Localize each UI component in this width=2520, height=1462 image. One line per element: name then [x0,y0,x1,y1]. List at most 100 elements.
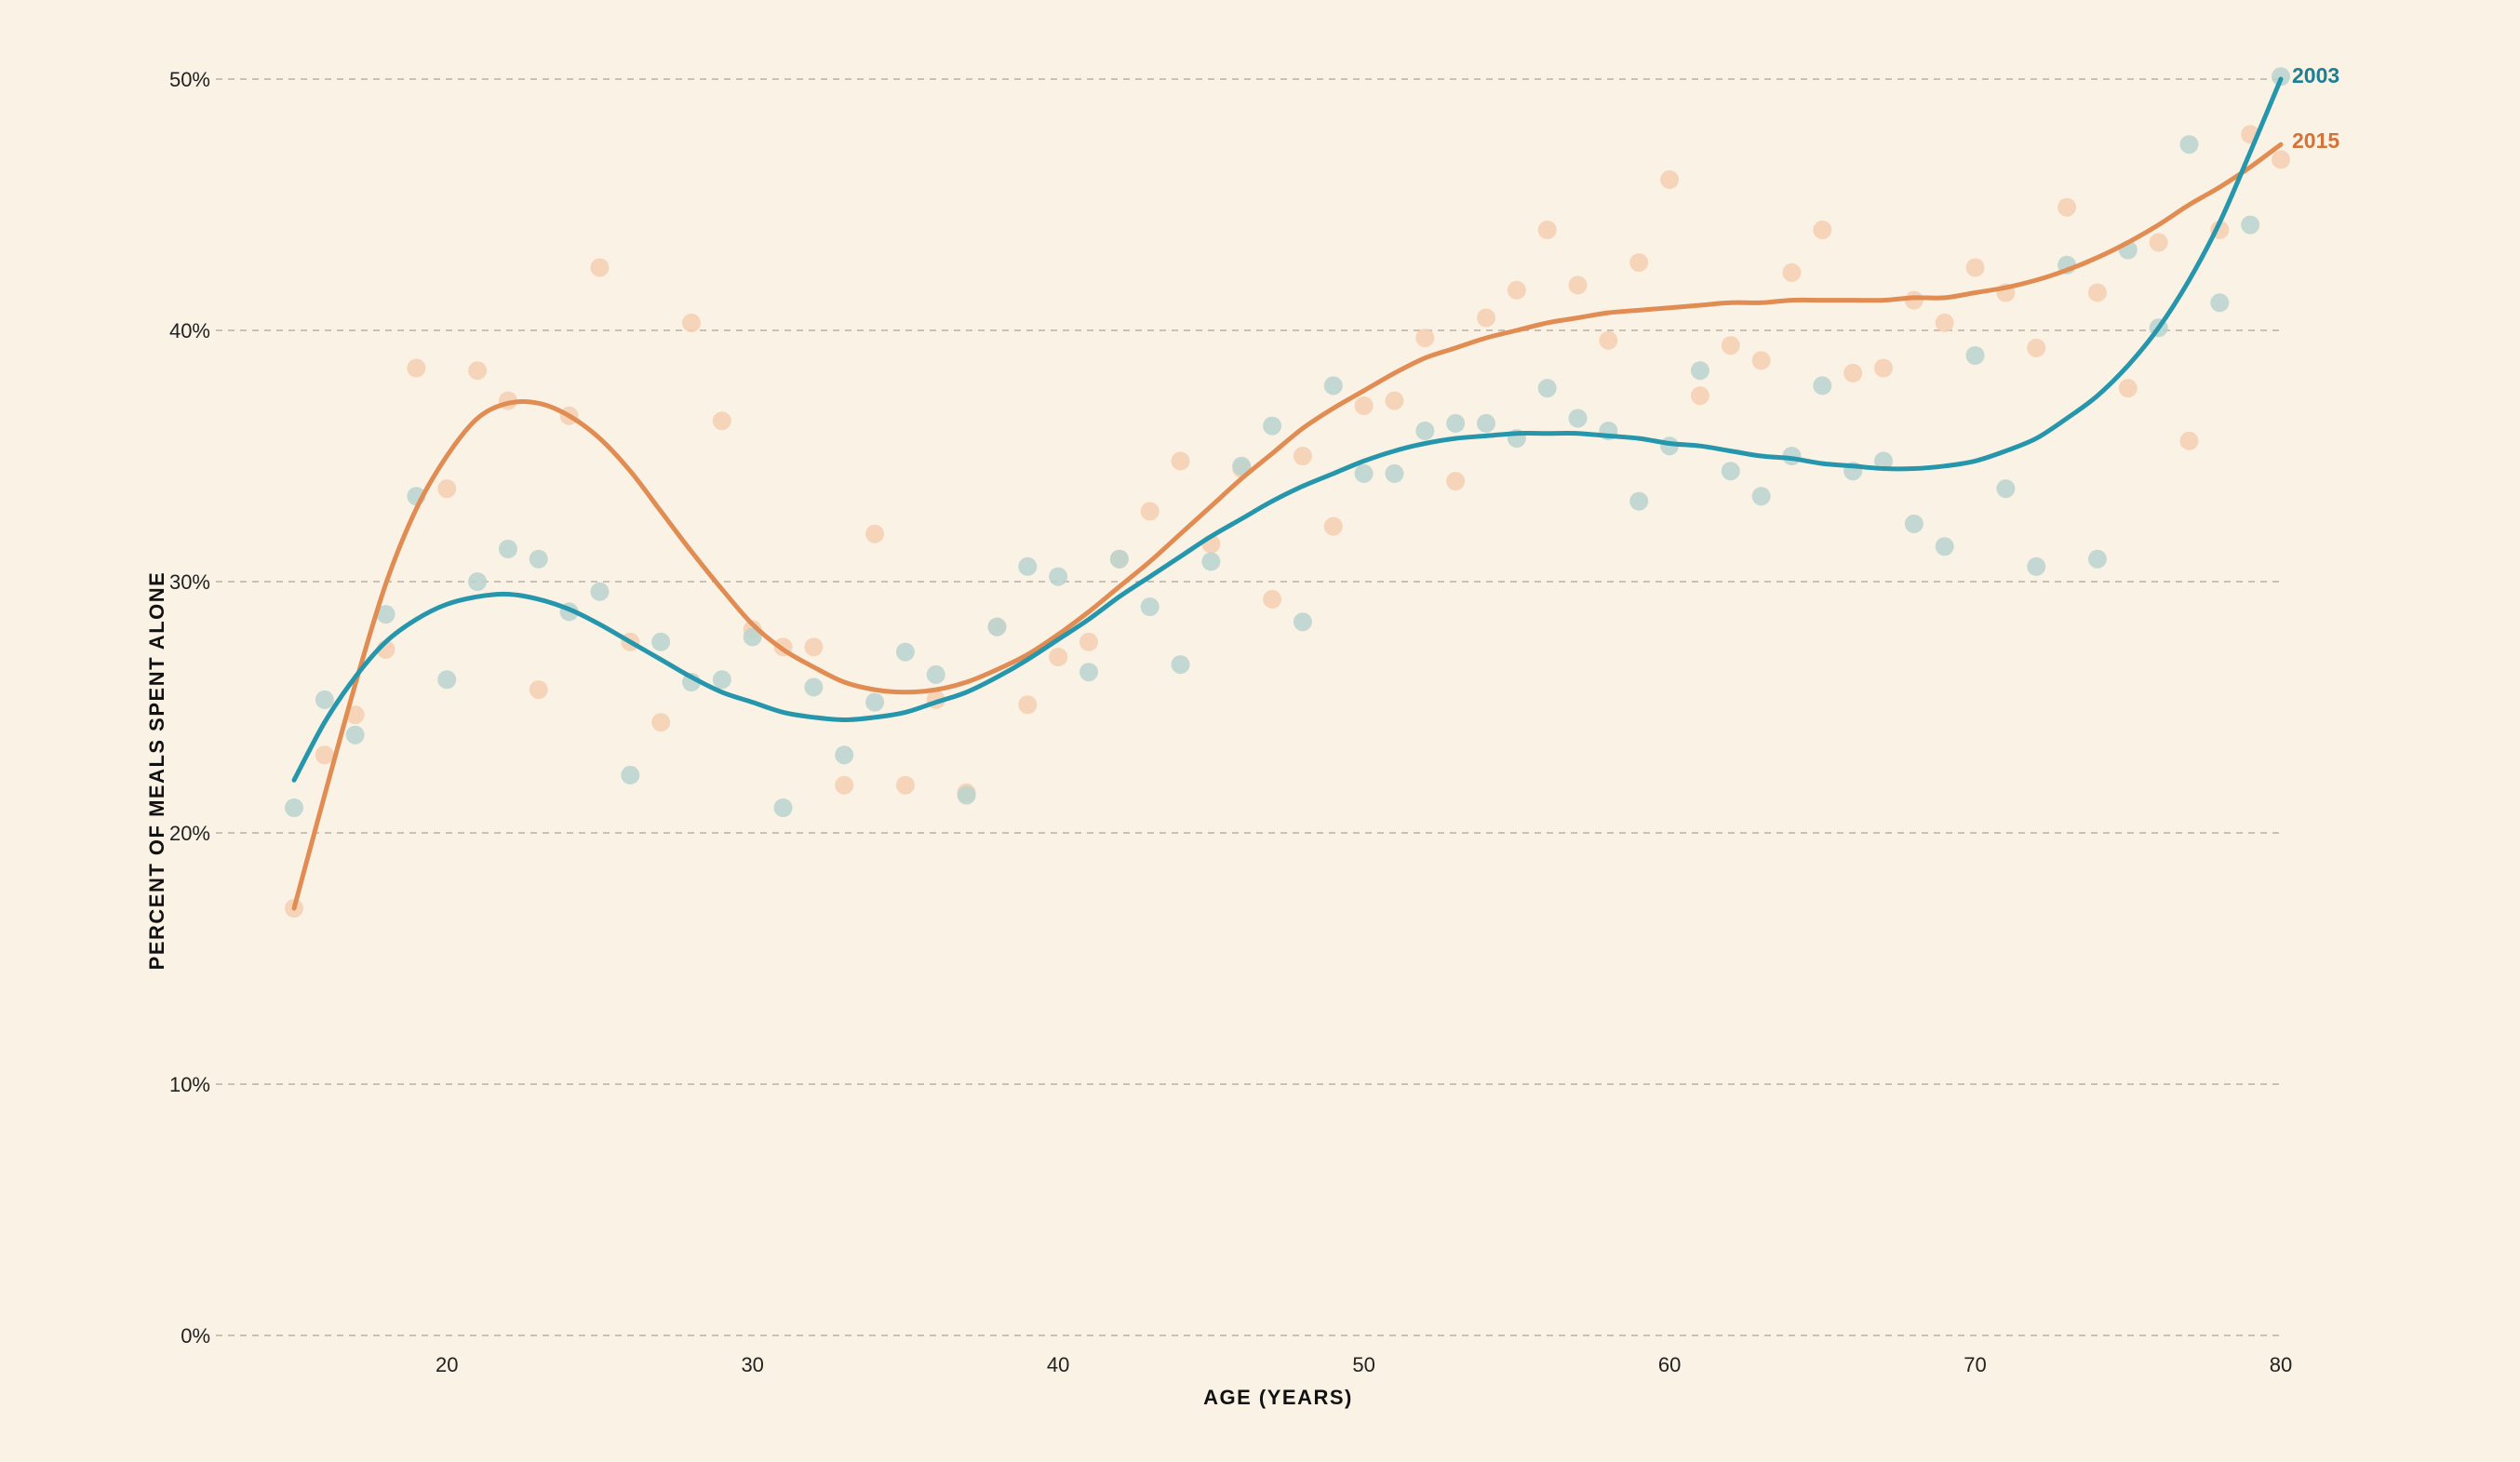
dot-2003 [2027,557,2046,576]
dot-2003 [957,785,976,805]
x-axis-title: AGE (YEARS) [1203,1386,1353,1409]
dot-2015 [1507,280,1526,300]
dot-2015 [1477,308,1495,328]
dot-2003 [1415,422,1435,440]
y-tick-label: 40% [169,319,210,342]
series-label-2003: 2003 [2292,63,2339,87]
dot-2003 [1874,451,1893,471]
dot-2015 [2179,431,2199,450]
dot-2003 [621,765,640,785]
x-tick-labels: 20 30 40 50 60 70 80 [436,1353,2292,1376]
dot-2003 [651,632,671,651]
dot-2015 [2058,197,2077,217]
x-tick-label: 20 [436,1353,458,1376]
dot-2003 [1354,463,1374,483]
dot-2015 [682,313,701,332]
dot-2003 [1935,537,1954,557]
dot-2015 [1874,358,1893,378]
dot-2003 [1109,549,1129,569]
dot-2003 [895,642,915,662]
dot-2003 [1904,514,1924,533]
dot-2003 [865,692,885,712]
dot-2003 [1232,456,1252,476]
dot-2003 [1629,491,1649,511]
dot-2003 [498,539,517,558]
dot-2015 [1171,451,1190,471]
dot-2003 [285,798,303,817]
dot-2003 [1537,379,1557,398]
x-tick-label: 60 [1658,1353,1681,1376]
dot-2015 [529,680,548,700]
series-labels: 2003 2015 [2292,63,2339,153]
dot-2003 [743,627,762,647]
x-tick-label: 40 [1047,1353,1069,1376]
dot-2003 [1171,655,1190,675]
y-tick-label: 10% [169,1073,210,1096]
dot-2003 [345,725,365,744]
dot-2015 [865,524,885,543]
dot-2015 [1690,386,1709,406]
dot-2003 [315,690,334,709]
dot-2015 [1537,221,1557,239]
dot-2015 [1079,632,1098,651]
dot-2015 [1263,589,1282,609]
dot-2015 [1385,391,1404,410]
dot-2015 [468,361,488,381]
dot-2003 [926,664,945,684]
dot-2015 [437,479,457,499]
dot-2015 [1049,648,1068,666]
dot-2003 [2210,293,2230,313]
dot-2003 [437,670,457,690]
dot-2015 [1843,363,1863,382]
dot-2003 [1079,663,1098,682]
dot-2003 [1385,463,1404,483]
dot-2015 [407,358,426,378]
dot-2015 [712,411,731,431]
dot-2003 [2179,135,2199,154]
dot-2015 [1568,275,1588,295]
dot-2015 [651,713,671,732]
dot-2015 [1140,502,1159,521]
grid-layer [216,78,2281,1336]
dot-2015 [590,258,610,277]
dot-2003 [1568,409,1588,428]
series-label-2015: 2015 [2292,128,2339,153]
dot-2003 [1813,376,1832,396]
dot-2015 [1660,170,1680,189]
dot-2003 [2087,549,2107,569]
dot-2003 [1293,612,1312,632]
dot-2003 [1049,567,1068,586]
dot-2015 [1935,313,1954,332]
dot-2015 [804,637,824,657]
x-tick-label: 80 [2270,1353,2292,1376]
y-tick-label: 30% [169,570,210,594]
dot-2003 [1263,416,1282,436]
trend-line-2015 [291,141,2284,911]
dot-2015 [2118,379,2138,398]
dot-2003 [590,582,610,601]
dot-2003 [1140,597,1159,616]
trend-line-2003 [291,76,2284,783]
x-tick-label: 30 [741,1353,763,1376]
dot-2003 [1201,552,1221,571]
dot-2003 [2241,215,2260,235]
scatter-dots [285,67,2290,918]
dot-2015 [1751,351,1771,370]
dot-2003 [1018,557,1038,576]
dot-2003 [1477,413,1495,433]
dot-2003 [835,745,854,765]
dot-2003 [1323,376,1343,396]
dot-2015 [345,705,365,725]
dot-2015 [1721,336,1740,355]
dot-2003 [1721,462,1740,481]
dot-2015 [1782,262,1802,282]
dot-2015 [2149,233,2168,252]
dot-2003 [529,549,548,569]
dot-2003 [2272,67,2290,87]
dot-2015 [1018,695,1038,715]
dot-2003 [1996,479,2016,499]
dot-2015 [1323,516,1343,536]
dot-2003 [804,677,824,697]
